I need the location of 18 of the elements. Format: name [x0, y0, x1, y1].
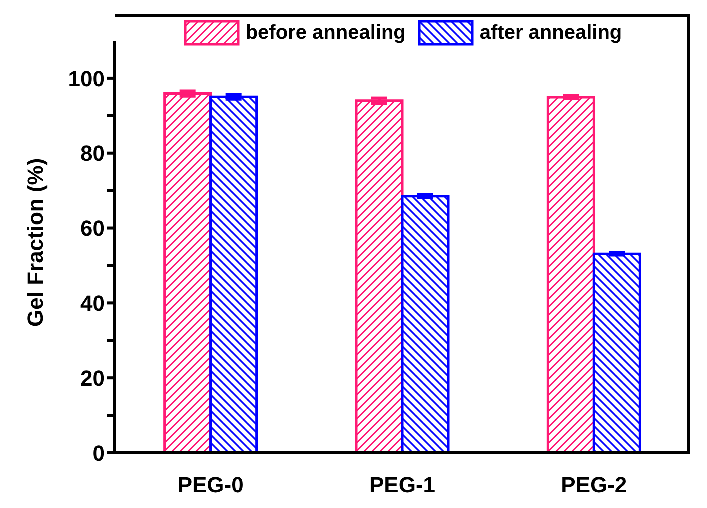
y-tick-label: 60 [80, 216, 105, 242]
y-tick-label: 0 [92, 440, 105, 466]
legend-label: before annealing [246, 22, 406, 44]
y-tick-label: 80 [80, 141, 105, 166]
y-tick-label: 20 [80, 366, 105, 391]
bar [355, 100, 404, 453]
bar [401, 195, 450, 453]
y-tick-label: 100 [68, 66, 105, 92]
bar [546, 96, 596, 453]
y-tick-label: 40 [80, 290, 105, 316]
y-axis-title: Gel Fraction (%) [22, 158, 48, 327]
bar [210, 96, 258, 453]
legend-label: after annealing [480, 22, 622, 44]
bar [592, 252, 642, 453]
x-tick-label: PEG-1 [369, 472, 436, 498]
bar [164, 92, 212, 453]
x-tick-label: PEG-2 [561, 472, 628, 498]
x-tick-label: PEG-0 [178, 472, 244, 498]
